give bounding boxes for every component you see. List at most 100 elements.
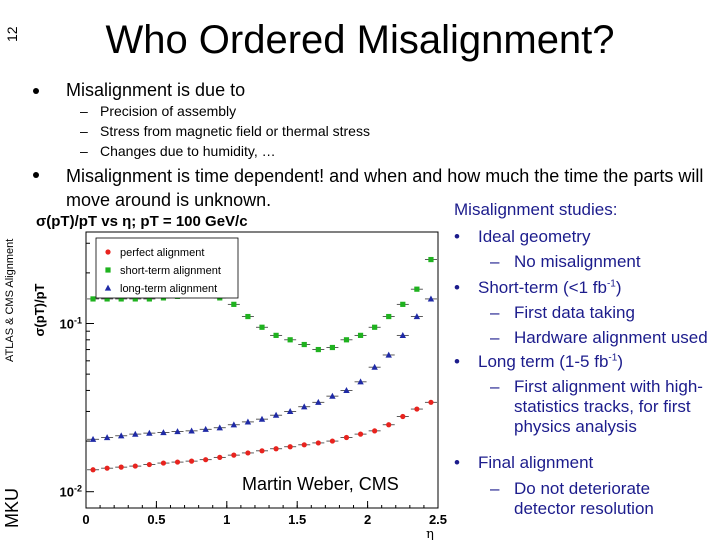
study-final-alignment: • Final alignment <box>454 453 594 472</box>
data-point-triangle <box>244 418 252 425</box>
data-point-square <box>428 256 434 263</box>
legend-marker <box>104 284 112 291</box>
data-point-triangle <box>188 427 195 434</box>
data-point-square <box>104 296 110 302</box>
bullet-1-subitem-3: – Changes due to humidity, … <box>80 143 276 159</box>
data-point-triangle <box>315 398 322 405</box>
bullet-1-subitem-2: – Stress from magnetic field or thermal s… <box>80 123 370 139</box>
data-point-triangle <box>216 424 223 431</box>
data-point-circle <box>259 448 265 454</box>
data-point-circle <box>146 461 152 468</box>
data-point-circle <box>428 399 434 405</box>
study-subitem: – Do not deteriorate detector resolution <box>490 479 654 518</box>
data-point-circle <box>90 467 96 473</box>
data-point-circle <box>231 452 237 458</box>
x-tick-label: 1 <box>223 512 230 527</box>
data-point-circle <box>400 413 406 420</box>
slide-title: Who Ordered Misalignment? <box>105 18 615 62</box>
data-point-triangle <box>258 415 266 422</box>
data-point-square <box>343 337 350 343</box>
data-point-triangle <box>230 421 238 428</box>
data-point-square <box>301 341 307 348</box>
study-subitem: – First alignment with high-statistics tr… <box>490 377 703 436</box>
data-point-triangle <box>146 429 153 436</box>
legend-marker <box>105 249 111 255</box>
y-tick-label: 10-1 <box>60 316 82 332</box>
data-point-triangle <box>301 403 308 410</box>
side-label: ATLAS & CMS Alignment <box>4 238 16 362</box>
study-subitem: – No misalignment <box>490 252 641 271</box>
study-ideal-geometry: • Ideal geometry <box>454 227 591 246</box>
data-point-square <box>132 296 138 302</box>
data-point-square <box>273 332 279 338</box>
data-point-triangle <box>413 313 421 320</box>
data-point-triangle <box>329 392 336 399</box>
y-axis-label: σ(pT)/pT <box>32 283 47 336</box>
data-point-square <box>146 296 152 302</box>
data-point-triangle <box>286 408 294 415</box>
data-point-square <box>287 337 293 343</box>
credit-text: Martin Weber, CMS <box>242 474 399 494</box>
legend-label: short-term alignment <box>120 265 221 277</box>
data-point-square <box>372 324 378 330</box>
data-point-circle <box>118 464 124 470</box>
data-point-circle <box>357 431 364 437</box>
data-point-circle <box>174 459 181 465</box>
data-point-square <box>414 286 420 292</box>
study-short-term: • Short-term (<1 fb-1) <box>454 278 622 297</box>
x-tick-label: 0 <box>82 512 89 527</box>
bullet-1-text: Misalignment is due to <box>66 80 246 100</box>
data-point-square <box>329 344 335 351</box>
bullet-2: Misalignment is time dependent! and when… <box>33 164 706 212</box>
data-point-triangle <box>132 430 139 437</box>
data-point-square <box>386 313 392 320</box>
data-point-triangle <box>357 378 364 385</box>
data-point-circle <box>104 465 110 471</box>
resolution-chart: σ(pT)/pT vs η; pT = 100 GeV/c σ(pT)/pT η 0 0… <box>32 213 447 540</box>
data-point-triangle <box>343 387 350 394</box>
legend-box <box>95 237 239 299</box>
legend-label: long-term alignment <box>120 283 217 295</box>
bullet-dot <box>33 88 39 94</box>
bullet-1: Misalignment is due to <box>33 80 246 101</box>
data-point-triangle <box>103 434 111 441</box>
data-point-square <box>231 301 237 307</box>
data-point-circle <box>189 458 195 464</box>
studies-heading: Misalignment studies: <box>454 200 618 219</box>
bullet-1-subitem-1: – Precision of assembly <box>80 103 237 119</box>
study-long-term: • Long term (1-5 fb-1) <box>454 352 623 371</box>
data-point-circle <box>217 454 223 460</box>
data-point-circle <box>343 434 350 441</box>
y-tick-label: 10-2 <box>60 484 82 500</box>
side-logo: MKU <box>2 488 22 528</box>
data-point-triangle <box>399 331 406 338</box>
data-point-triangle <box>371 363 378 370</box>
data-point-circle <box>372 428 378 434</box>
data-point-circle <box>414 406 420 412</box>
data-point-circle <box>386 422 392 428</box>
data-point-triangle <box>202 425 209 432</box>
study-subitem: – Hardware alignment used <box>490 328 708 347</box>
data-point-circle <box>245 450 251 456</box>
x-tick-label: 2 <box>364 512 371 527</box>
data-point-triangle <box>160 429 167 436</box>
study-subitem: – First data taking <box>490 303 635 322</box>
data-point-triangle <box>427 295 435 302</box>
data-point-square <box>315 346 321 353</box>
x-tick-label: 0.5 <box>147 512 165 527</box>
data-point-square <box>400 301 406 307</box>
x-tick-label: 2.5 <box>429 512 447 527</box>
data-point-square <box>357 332 364 338</box>
data-point-triangle <box>89 435 97 442</box>
data-point-triangle <box>272 411 280 418</box>
data-point-square <box>259 324 265 330</box>
chart-title: σ(pT)/pT vs η; pT = 100 GeV/c <box>36 213 248 230</box>
bullet-dot <box>33 172 39 178</box>
data-point-triangle <box>385 351 392 358</box>
data-point-circle <box>132 463 138 469</box>
data-point-square <box>245 313 251 320</box>
data-point-triangle <box>174 428 181 435</box>
data-point-square <box>90 296 96 302</box>
legend-label: perfect alignment <box>120 247 204 259</box>
data-point-square <box>118 296 124 302</box>
